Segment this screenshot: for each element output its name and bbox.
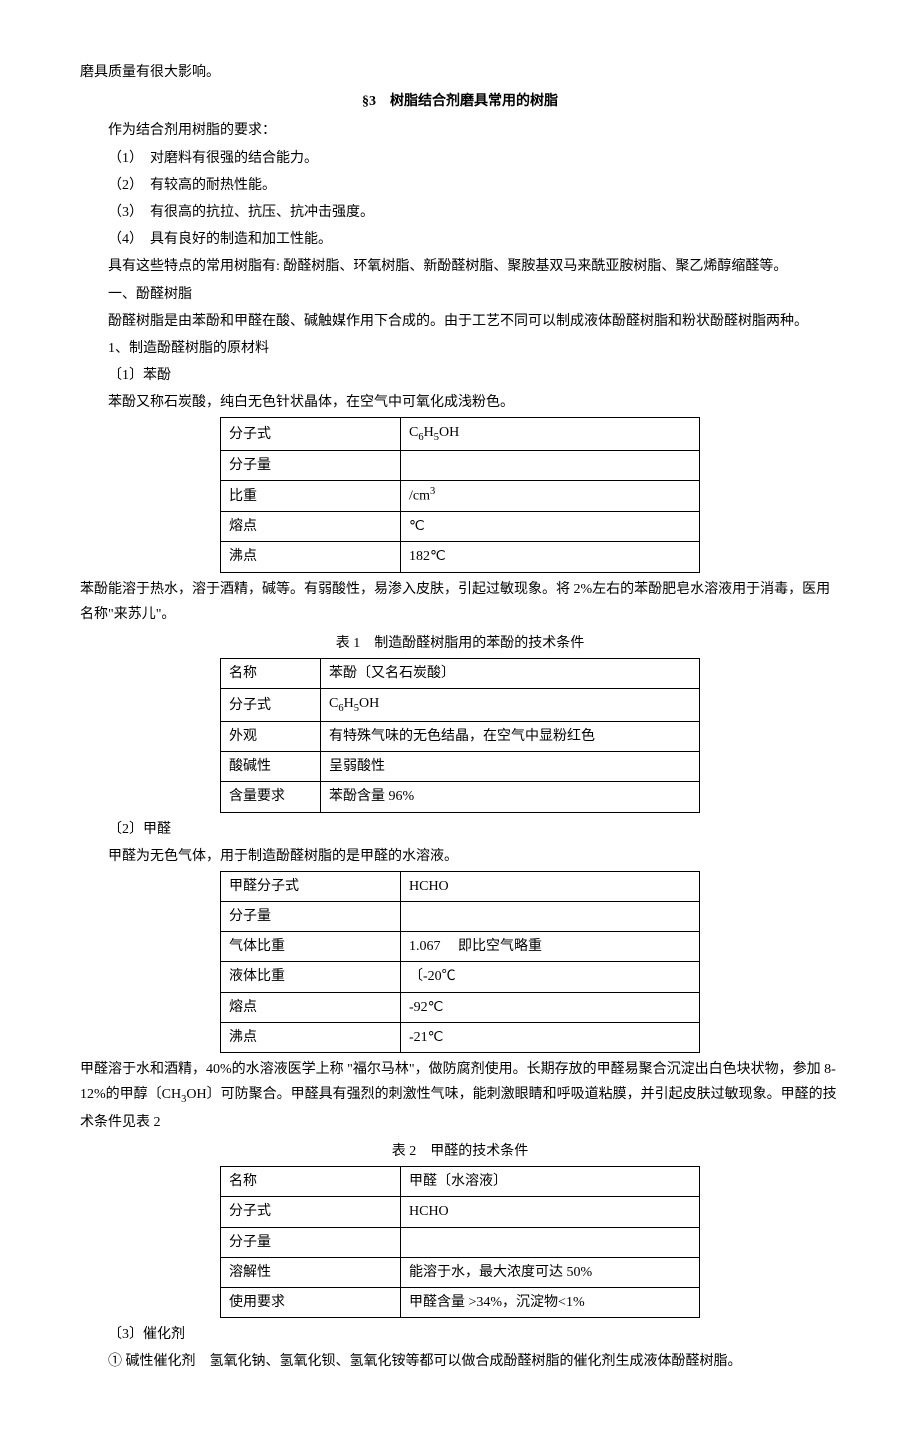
cell: 182℃ — [401, 542, 700, 572]
table-row: 熔点 ℃ — [221, 512, 700, 542]
table-row: 分子式 HCHO — [221, 1197, 700, 1227]
catalyst-desc: ① 碱性催化剂 氢氧化钠、氢氧化钡、氢氧化铵等都可以做合成酚醛树脂的催化剂生成液… — [80, 1349, 840, 1374]
section-title: §3 树脂结合剂磨具常用的树脂 — [80, 89, 840, 114]
cell: /cm3 — [401, 481, 700, 512]
cell: ℃ — [401, 512, 700, 542]
phenol-desc: 苯酚又称石炭酸，纯白无色针状晶体，在空气中可氧化成浅粉色。 — [80, 390, 840, 415]
table-row: 分子式 C6H5OH — [221, 689, 700, 722]
req-2: （2） 有较高的耐热性能。 — [80, 173, 840, 198]
table-row: 名称 苯酚〔又名石炭酸〕 — [221, 659, 700, 689]
cell: 酸碱性 — [221, 752, 321, 782]
cell: 分子式 — [221, 1197, 401, 1227]
cell: 液体比重 — [221, 962, 401, 992]
cell: 沸点 — [221, 1022, 401, 1052]
resins-list: 具有这些特点的常用树脂有: 酚醛树脂、环氧树脂、新酚醛树脂、聚胺基双马来酰亚胺树… — [80, 254, 840, 279]
cell: C6H5OH — [401, 418, 700, 451]
cell: HCHO — [401, 871, 700, 901]
cell: 外观 — [221, 721, 321, 751]
cell: C6H5OH — [321, 689, 700, 722]
cell: 名称 — [221, 1167, 401, 1197]
req-1: （1） 对磨料有很强的结合能力。 — [80, 146, 840, 171]
cell: 使用要求 — [221, 1288, 401, 1318]
table-row: 外观 有特殊气味的无色结晶，在空气中显粉红色 — [221, 721, 700, 751]
table-row: 气体比重 1.067 即比空气略重 — [221, 932, 700, 962]
formaldehyde-after: 甲醛溶于水和酒精，40%的水溶液医学上称 "福尔马林"，做防腐剂使用。长期存放的… — [80, 1057, 840, 1135]
table1-caption: 表 1 制造酚醛树脂用的苯酚的技术条件 — [80, 631, 840, 656]
table-row: 熔点 -92℃ — [221, 992, 700, 1022]
cell: 名称 — [221, 659, 321, 689]
table-row: 溶解性 能溶于水，最大浓度可达 50% — [221, 1257, 700, 1287]
table-row: 液体比重 〔-20℃ — [221, 962, 700, 992]
cell: 分子式 — [221, 689, 321, 722]
cell: HCHO — [401, 1197, 700, 1227]
cell: 气体比重 — [221, 932, 401, 962]
cell: 含量要求 — [221, 782, 321, 812]
table-row: 酸碱性 呈弱酸性 — [221, 752, 700, 782]
cell: 呈弱酸性 — [321, 752, 700, 782]
cell: 比重 — [221, 481, 401, 512]
formaldehyde-desc: 甲醛为无色气体，用于制造酚醛树脂的是甲醛的水溶液。 — [80, 844, 840, 869]
cell: -21℃ — [401, 1022, 700, 1052]
table-row: 分子量 — [221, 451, 700, 481]
heading-materials: 1、制造酚醛树脂的原材料 — [80, 336, 840, 361]
table-row: 比重 /cm3 — [221, 481, 700, 512]
phenol-properties-table: 分子式 C6H5OH 分子量 比重 /cm3 熔点 ℃ 沸点 182℃ — [220, 417, 700, 572]
cell: 熔点 — [221, 992, 401, 1022]
cell: 1.067 即比空气略重 — [401, 932, 700, 962]
cell: 分子式 — [221, 418, 401, 451]
table-row: 沸点 -21℃ — [221, 1022, 700, 1052]
table-row: 沸点 182℃ — [221, 542, 700, 572]
cell — [401, 1227, 700, 1257]
table-row: 分子量 — [221, 902, 700, 932]
heading-phenolic: 一、酚醛树脂 — [80, 282, 840, 307]
cell: 甲醛分子式 — [221, 871, 401, 901]
intro-line: 磨具质量有很大影响。 — [80, 60, 840, 85]
item-phenol: 〔1〕苯酚 — [80, 363, 840, 388]
formaldehyde-properties-table: 甲醛分子式 HCHO 分子量 气体比重 1.067 即比空气略重 液体比重 〔-… — [220, 871, 700, 1053]
cell: 甲醛含量 >34%，沉淀物<1% — [401, 1288, 700, 1318]
cell: 甲醛〔水溶液〕 — [401, 1167, 700, 1197]
table-row: 分子量 — [221, 1227, 700, 1257]
cell: -92℃ — [401, 992, 700, 1022]
table2-caption: 表 2 甲醛的技术条件 — [80, 1139, 840, 1164]
phenol-after: 苯酚能溶于热水，溶于酒精，碱等。有弱酸性，易渗入皮肤，引起过敏现象。将 2%左右… — [80, 577, 840, 627]
cell: 分子量 — [221, 902, 401, 932]
item-formaldehyde: 〔2〕甲醛 — [80, 817, 840, 842]
item-catalyst: 〔3〕催化剂 — [80, 1322, 840, 1347]
table-row: 甲醛分子式 HCHO — [221, 871, 700, 901]
table-row: 名称 甲醛〔水溶液〕 — [221, 1167, 700, 1197]
table-row: 含量要求 苯酚含量 96% — [221, 782, 700, 812]
req-3: （3） 有很高的抗拉、抗压、抗冲击强度。 — [80, 200, 840, 225]
phenol-spec-table: 名称 苯酚〔又名石炭酸〕 分子式 C6H5OH 外观 有特殊气味的无色结晶，在空… — [220, 658, 700, 812]
cell: 熔点 — [221, 512, 401, 542]
cell: 苯酚含量 96% — [321, 782, 700, 812]
cell: 有特殊气味的无色结晶，在空气中显粉红色 — [321, 721, 700, 751]
req-4: （4） 具有良好的制造和加工性能。 — [80, 227, 840, 252]
cell: 溶解性 — [221, 1257, 401, 1287]
cell: 〔-20℃ — [401, 962, 700, 992]
lead-text: 作为结合剂用树脂的要求： — [80, 118, 840, 143]
cell — [401, 902, 700, 932]
phenolic-desc: 酚醛树脂是由苯酚和甲醛在酸、碱触媒作用下合成的。由于工艺不同可以制成液体酚醛树脂… — [80, 309, 840, 334]
cell: 分子量 — [221, 451, 401, 481]
cell: 能溶于水，最大浓度可达 50% — [401, 1257, 700, 1287]
cell: 苯酚〔又名石炭酸〕 — [321, 659, 700, 689]
cell: 分子量 — [221, 1227, 401, 1257]
table-row: 使用要求 甲醛含量 >34%，沉淀物<1% — [221, 1288, 700, 1318]
formaldehyde-spec-table: 名称 甲醛〔水溶液〕 分子式 HCHO 分子量 溶解性 能溶于水，最大浓度可达 … — [220, 1166, 700, 1318]
table-row: 分子式 C6H5OH — [221, 418, 700, 451]
cell: 沸点 — [221, 542, 401, 572]
cell — [401, 451, 700, 481]
